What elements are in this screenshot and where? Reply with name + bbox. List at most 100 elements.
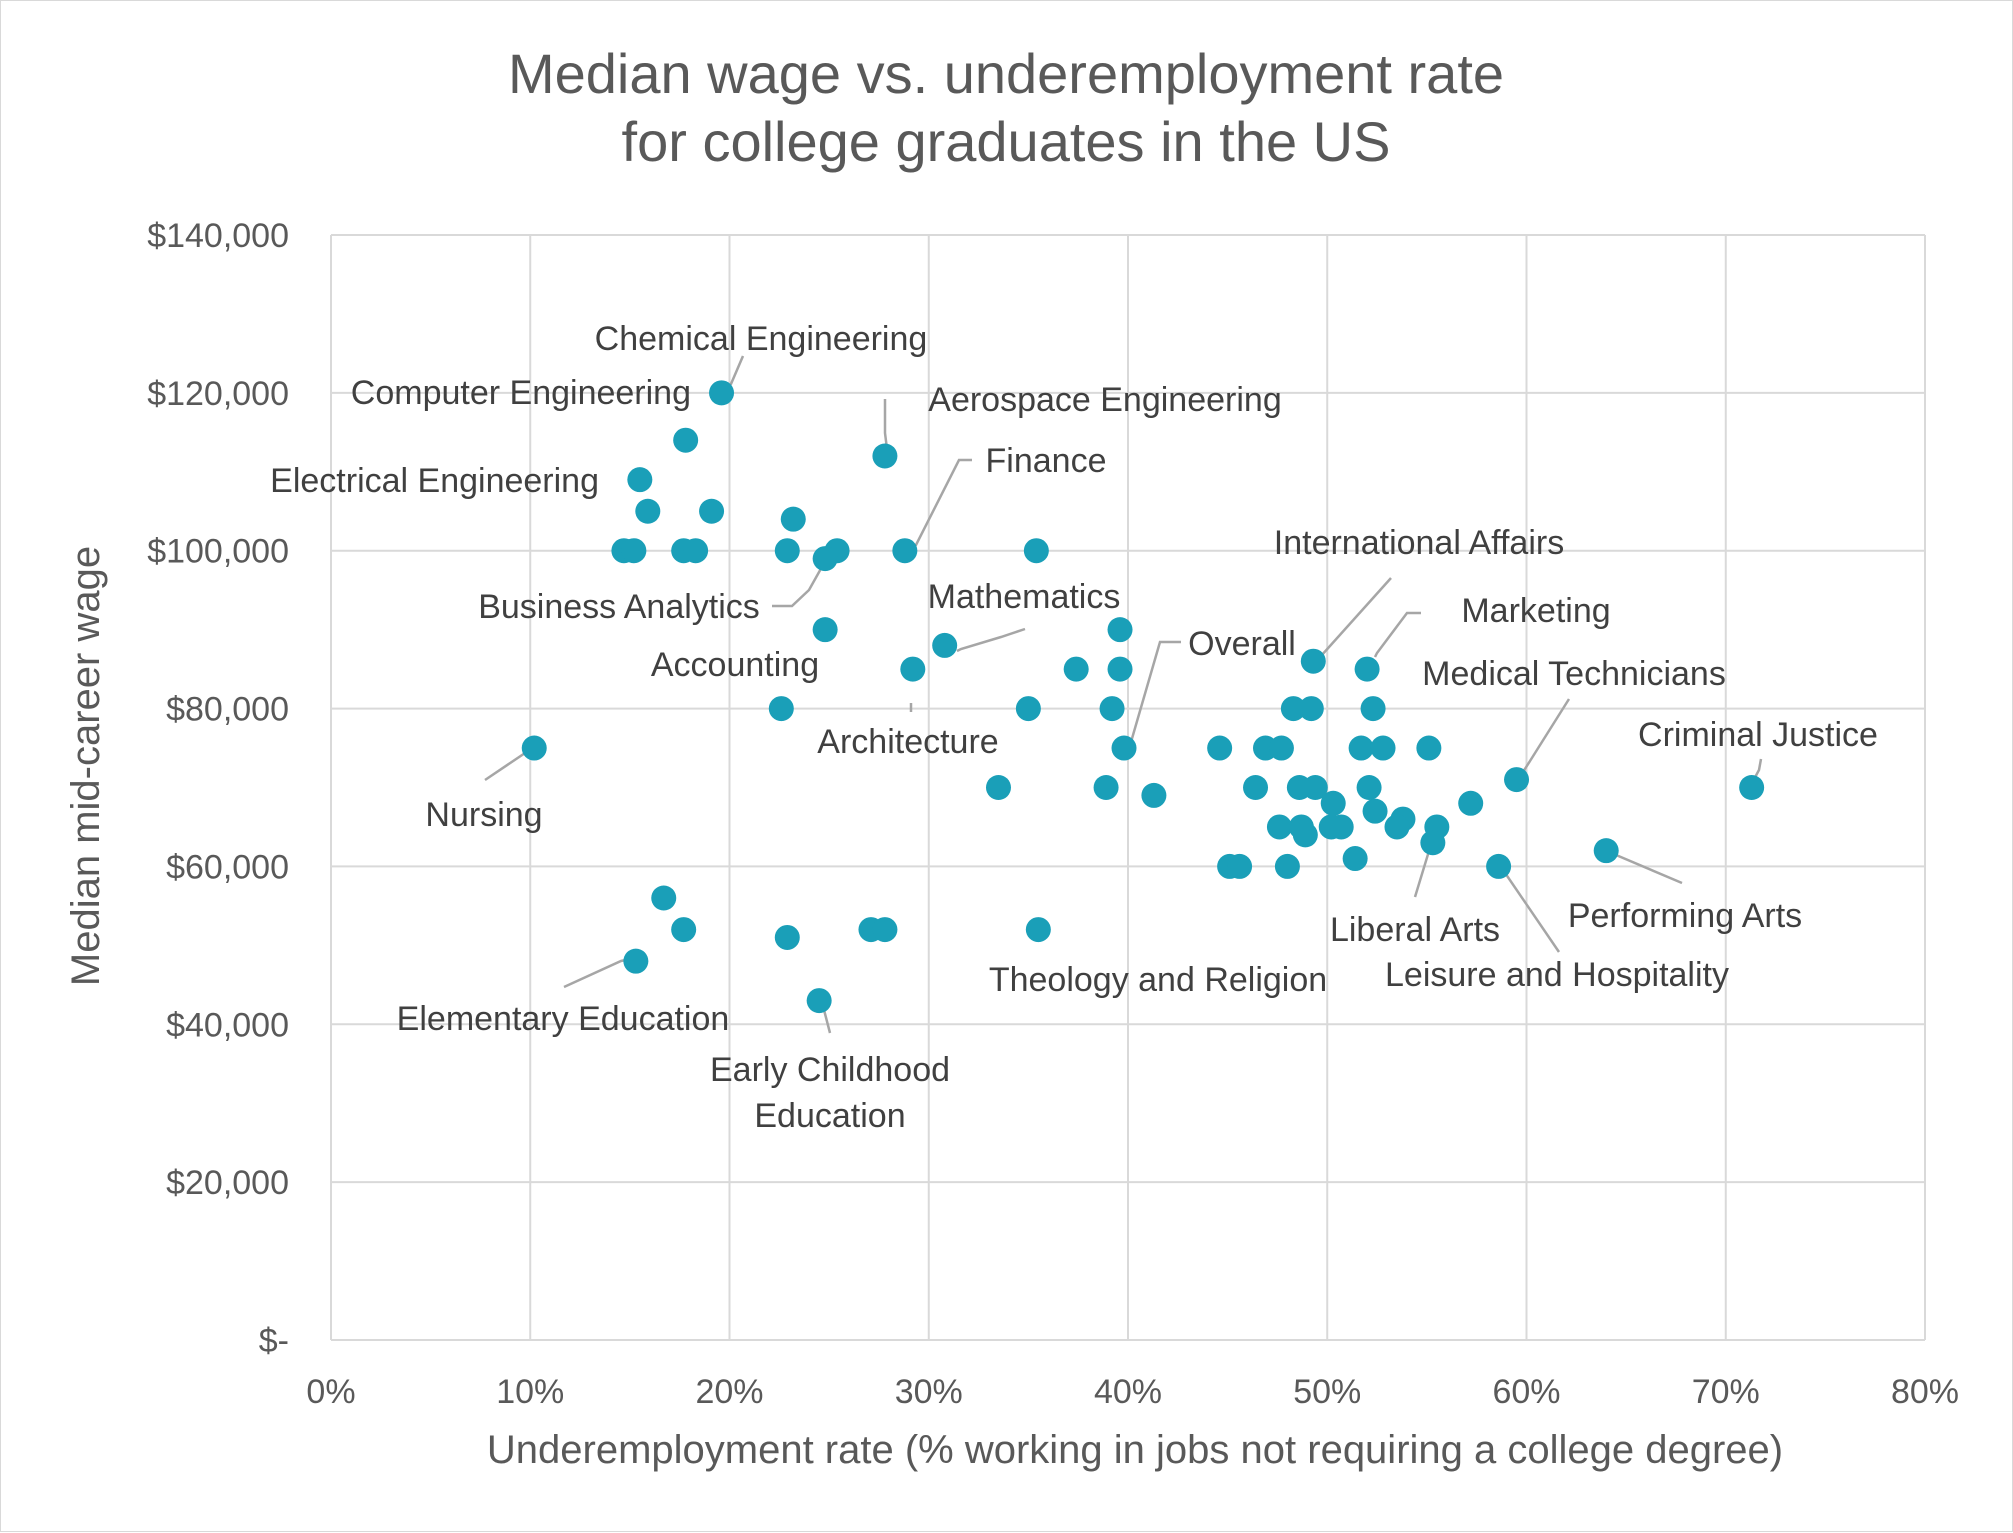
point-labels: Chemical Engineering Computer Engineering… [270,320,1878,1135]
data-point [1266,814,1292,840]
point-label: Liberal Arts [1330,911,1500,949]
data-point [1280,696,1306,722]
data-points [521,380,1765,1014]
leader-line [883,399,889,450]
data-point [1243,775,1269,800]
x-tick-label: 0% [306,1373,355,1411]
data-point [1354,656,1380,682]
y-tick-label: $60,000 [166,848,289,886]
x-tick-label: 70% [1692,1373,1760,1411]
y-tick-label: $140,000 [147,217,289,255]
data-point [1593,838,1619,864]
data-point [521,735,547,761]
data-point [1292,822,1318,848]
data-point [1342,846,1368,872]
leader-line [1521,698,1571,773]
y-tick-label: $20,000 [166,1164,289,1202]
point-label: Elementary Education [397,1000,730,1038]
data-point [900,656,926,682]
data-point [699,498,725,524]
data-point [1268,735,1294,761]
y-tick-label: $100,000 [147,533,289,571]
data-point [683,538,709,564]
x-axis-title: Underemployment rate (% working in jobs … [487,1428,1783,1472]
x-tick-label: 30% [895,1373,963,1411]
point-label: Marketing [1461,592,1610,630]
x-tick-label: 50% [1293,1373,1361,1411]
data-point [1207,735,1233,761]
leader-line [563,957,631,989]
data-point [1227,853,1253,879]
data-point [985,775,1011,800]
point-label: Chemical Engineering [595,320,928,358]
data-point [673,427,699,453]
leader-line [1608,850,1683,885]
data-point [892,538,918,564]
data-point [651,885,677,911]
data-point [872,443,898,469]
point-label: Finance [986,442,1107,480]
data-point [780,506,806,532]
data-point [1300,648,1326,674]
leader-line [1373,611,1421,658]
leader-line [772,564,825,608]
y-tick-label: $40,000 [166,1006,289,1044]
data-point [1458,790,1484,816]
data-point [1093,775,1119,800]
data-point [1370,735,1396,761]
data-point [1274,853,1300,879]
x-tick-label: 80% [1891,1373,1959,1411]
chart-title-line-1: Median wage vs. underemployment rate [508,42,1504,105]
y-tick-label: $- [259,1322,289,1360]
data-point [806,988,832,1014]
chart-title-line-2: for college graduates in the US [622,110,1391,173]
point-label: Mathematics [928,578,1121,616]
point-label: Medical Technicians [1422,655,1726,693]
data-point [627,467,653,493]
point-label: International Affairs [1274,524,1564,562]
point-label: Early Childhood [710,1051,950,1089]
leader-line [1124,640,1181,749]
point-label: Electrical Engineering [270,462,599,500]
point-label: Leisure and Hospitality [1385,956,1729,994]
data-point [1025,917,1051,943]
data-point [774,538,800,564]
data-point [1111,735,1137,761]
x-tick-label: 40% [1094,1373,1162,1411]
point-label: Performing Arts [1568,897,1802,935]
data-point [623,948,649,974]
leader-line [956,627,1026,653]
data-point [1320,790,1346,816]
x-tick-label: 60% [1492,1373,1560,1411]
data-point [1504,767,1530,793]
data-point [1015,696,1041,722]
point-label: Business Analytics [478,588,760,626]
data-point [1107,656,1133,682]
point-label: Architecture [817,723,998,761]
data-point [1384,814,1410,840]
data-point [1328,814,1354,840]
leader-line [1318,577,1392,659]
axis-tick-labels: 0% 10% 20% 30% 40% 50% 60% 70% 80% $- $20,000 $40,0… [147,217,1959,1411]
data-point [1141,782,1167,808]
data-point [621,538,647,564]
point-label: Computer Engineering [351,374,691,412]
point-label: Accounting [651,646,819,684]
data-point [1360,696,1386,722]
data-point [932,632,958,658]
point-label: Theology and Religion [989,961,1327,999]
data-point [812,546,838,572]
data-point [872,917,898,943]
data-point [1420,830,1446,856]
data-point [1356,775,1382,800]
data-point [774,924,800,950]
point-label: Education [754,1097,905,1135]
data-point [1348,735,1374,761]
data-point [1099,696,1125,722]
data-point [1302,775,1328,800]
y-tick-label: $80,000 [166,691,289,729]
point-label: Overall [1188,625,1296,663]
data-point [1298,696,1324,722]
